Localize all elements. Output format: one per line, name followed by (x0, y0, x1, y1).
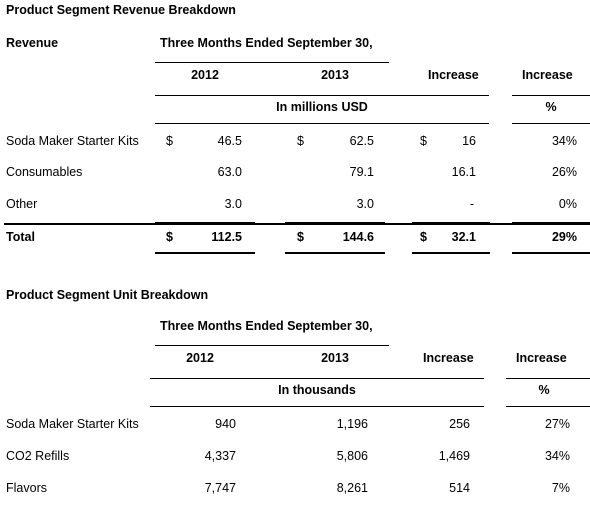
revenue-col-increase: Increase (428, 68, 479, 82)
currency-symbol: $ (420, 134, 427, 148)
revenue-unit-underline (155, 123, 489, 124)
revenue-total-underline (155, 252, 255, 254)
units-period-header: Three Months Ended September 30, (160, 319, 373, 333)
revenue-total-pct: 29% (551, 230, 577, 244)
revenue-total-underline (412, 252, 490, 254)
currency-symbol: $ (297, 230, 304, 244)
currency-symbol: $ (166, 230, 173, 244)
currency-symbol: $ (166, 134, 173, 148)
revenue-subtotal-rule (155, 222, 255, 223)
revenue-total-rule (4, 223, 590, 225)
units-value-pct: 7% (551, 481, 570, 495)
units-pct-underline (506, 406, 590, 407)
units-value-increase: 514 (449, 481, 470, 495)
revenue-value-pct: 34% (551, 134, 577, 148)
revenue-pct-underline (512, 123, 590, 124)
units-section-title: Product Segment Unit Breakdown (6, 288, 209, 302)
revenue-value-2013: 79.1 (349, 165, 374, 179)
units-value-increase: 1,469 (438, 449, 470, 463)
revenue-subtotal-rule (412, 222, 490, 223)
revenue-value-2012: 63.0 (217, 165, 242, 179)
units-value-2013: 8,261 (336, 481, 368, 495)
units-value-2013: 5,806 (336, 449, 368, 463)
units-col-2013: 2013 (321, 351, 349, 365)
units-value-2013: 1,196 (336, 417, 368, 431)
units-value-increase: 256 (449, 417, 470, 431)
revenue-row-label: Soda Maker Starter Kits (6, 134, 139, 148)
revenue-value-increase: 16.1 (451, 165, 476, 179)
units-row-label: Soda Maker Starter Kits (6, 417, 139, 431)
revenue-col-increase-pct: Increase (522, 68, 573, 82)
revenue-value-pct: 26% (551, 165, 577, 179)
units-pct-label: % (538, 383, 550, 397)
revenue-total-2012: 112.5 (211, 230, 242, 244)
revenue-subtotal-rule (512, 222, 590, 223)
revenue-subtotal-rule (285, 222, 385, 223)
units-col-increase: Increase (423, 351, 474, 365)
units-value-2012: 4,337 (204, 449, 236, 463)
units-row-label: Flavors (6, 481, 47, 495)
revenue-value-increase: - (469, 197, 474, 211)
revenue-value-2013: 3.0 (356, 197, 374, 211)
units-value-2012: 940 (215, 417, 236, 431)
units-pct-rule (506, 378, 590, 379)
revenue-row-label: Consumables (6, 165, 83, 179)
currency-symbol: $ (297, 134, 304, 148)
units-value-pct: 27% (544, 417, 570, 431)
units-unit-underline (150, 406, 484, 407)
revenue-pct-label: % (545, 100, 557, 114)
units-header-rule (155, 345, 389, 346)
units-value-pct: 34% (544, 449, 570, 463)
revenue-pct-rule (512, 95, 590, 96)
revenue-value-2013: 62.5 (349, 134, 374, 148)
units-unit-rule (150, 378, 484, 379)
units-col-increase-pct: Increase (516, 351, 567, 365)
revenue-unit-label: In millions USD (276, 100, 368, 114)
revenue-total-increase: 32.1 (451, 230, 476, 244)
revenue-col-2012: 2012 (191, 68, 219, 82)
revenue-value-pct: 0% (558, 197, 577, 211)
units-col-2012: 2012 (186, 351, 214, 365)
revenue-header-rule (155, 62, 389, 63)
revenue-value-2012: 3.0 (224, 197, 242, 211)
revenue-value-increase: 16 (462, 134, 476, 148)
revenue-total-label: Total (6, 230, 35, 244)
revenue-unit-rule (155, 95, 489, 96)
revenue-total-underline (285, 252, 385, 254)
units-unit-label: In thousands (278, 383, 356, 397)
revenue-total-2013: 144.6 (342, 230, 374, 244)
units-value-2012: 7,747 (204, 481, 236, 495)
revenue-row-label: Other (6, 197, 38, 211)
revenue-row-header: Revenue (6, 36, 59, 50)
revenue-total-underline (512, 252, 590, 254)
revenue-value-2012: 46.5 (217, 134, 242, 148)
currency-symbol: $ (420, 230, 427, 244)
revenue-col-2013: 2013 (321, 68, 349, 82)
revenue-period-header: Three Months Ended September 30, (160, 36, 373, 50)
units-row-label: CO2 Refills (6, 449, 70, 463)
revenue-section-title: Product Segment Revenue Breakdown (6, 3, 236, 17)
